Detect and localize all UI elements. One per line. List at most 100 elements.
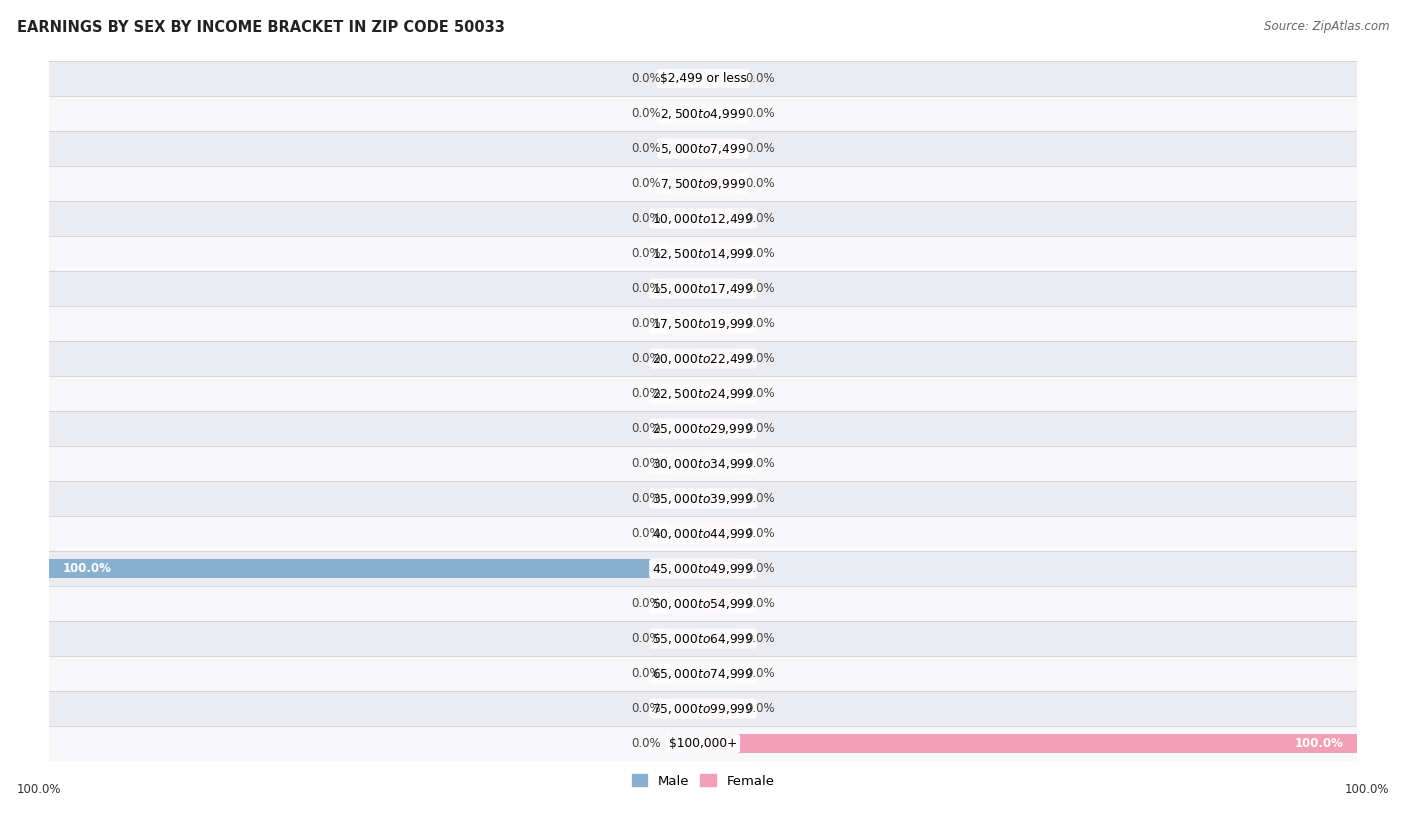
- Text: 0.0%: 0.0%: [745, 212, 775, 225]
- Text: 0.0%: 0.0%: [631, 702, 661, 715]
- Bar: [703, 314, 735, 333]
- Text: $50,000 to $54,999: $50,000 to $54,999: [652, 597, 754, 610]
- Bar: [703, 279, 735, 298]
- Bar: [671, 244, 703, 263]
- Text: 0.0%: 0.0%: [631, 177, 661, 190]
- Text: 0.0%: 0.0%: [631, 527, 661, 540]
- Bar: [671, 279, 703, 298]
- Bar: [671, 664, 703, 683]
- Bar: [671, 174, 703, 193]
- Bar: [17, 446, 1389, 481]
- Text: 0.0%: 0.0%: [631, 737, 661, 750]
- Text: 0.0%: 0.0%: [745, 702, 775, 715]
- Text: 0.0%: 0.0%: [745, 667, 775, 680]
- Bar: [703, 384, 735, 403]
- Text: $100,000+: $100,000+: [669, 737, 737, 750]
- Text: $15,000 to $17,499: $15,000 to $17,499: [652, 282, 754, 295]
- Bar: [17, 691, 1389, 726]
- Bar: [671, 384, 703, 403]
- Bar: [671, 454, 703, 473]
- Text: 0.0%: 0.0%: [745, 352, 775, 365]
- Bar: [703, 594, 735, 613]
- Bar: [17, 586, 1389, 621]
- Bar: [703, 419, 735, 438]
- Text: 0.0%: 0.0%: [745, 492, 775, 505]
- Bar: [17, 551, 1389, 586]
- Text: 100.0%: 100.0%: [62, 562, 111, 575]
- Text: $45,000 to $49,999: $45,000 to $49,999: [652, 562, 754, 575]
- Text: 0.0%: 0.0%: [631, 492, 661, 505]
- Text: $75,000 to $99,999: $75,000 to $99,999: [652, 702, 754, 716]
- Bar: [671, 349, 703, 368]
- Bar: [17, 61, 1389, 96]
- Text: $12,500 to $14,999: $12,500 to $14,999: [652, 247, 754, 260]
- Bar: [671, 734, 703, 753]
- Text: 0.0%: 0.0%: [745, 107, 775, 120]
- Text: $5,000 to $7,499: $5,000 to $7,499: [659, 142, 747, 155]
- Text: $55,000 to $64,999: $55,000 to $64,999: [652, 632, 754, 646]
- Text: 0.0%: 0.0%: [631, 142, 661, 155]
- Text: 0.0%: 0.0%: [631, 247, 661, 260]
- Bar: [671, 139, 703, 158]
- Text: 0.0%: 0.0%: [745, 247, 775, 260]
- Text: EARNINGS BY SEX BY INCOME BRACKET IN ZIP CODE 50033: EARNINGS BY SEX BY INCOME BRACKET IN ZIP…: [17, 20, 505, 35]
- Bar: [17, 656, 1389, 691]
- Text: 0.0%: 0.0%: [745, 632, 775, 645]
- Text: 0.0%: 0.0%: [745, 72, 775, 85]
- Bar: [671, 629, 703, 648]
- Bar: [703, 244, 735, 263]
- Bar: [703, 629, 735, 648]
- Bar: [17, 271, 1389, 306]
- Bar: [671, 209, 703, 228]
- Bar: [17, 726, 1389, 761]
- Bar: [703, 69, 735, 88]
- Bar: [49, 559, 703, 578]
- Text: 0.0%: 0.0%: [631, 667, 661, 680]
- Bar: [703, 139, 735, 158]
- Text: 0.0%: 0.0%: [631, 212, 661, 225]
- Bar: [671, 594, 703, 613]
- Bar: [17, 306, 1389, 341]
- Text: $17,500 to $19,999: $17,500 to $19,999: [652, 317, 754, 330]
- Legend: Male, Female: Male, Female: [626, 769, 780, 793]
- Text: 0.0%: 0.0%: [631, 457, 661, 470]
- Text: 0.0%: 0.0%: [631, 597, 661, 610]
- Text: 0.0%: 0.0%: [745, 387, 775, 400]
- Text: $22,500 to $24,999: $22,500 to $24,999: [652, 387, 754, 400]
- Text: $25,000 to $29,999: $25,000 to $29,999: [652, 422, 754, 435]
- Bar: [703, 664, 735, 683]
- Bar: [703, 209, 735, 228]
- Bar: [17, 131, 1389, 166]
- Text: 0.0%: 0.0%: [745, 317, 775, 330]
- Text: $2,499 or less: $2,499 or less: [659, 72, 747, 85]
- Text: 0.0%: 0.0%: [631, 72, 661, 85]
- Text: 0.0%: 0.0%: [631, 387, 661, 400]
- Text: 100.0%: 100.0%: [1344, 783, 1389, 796]
- Bar: [703, 349, 735, 368]
- Text: 0.0%: 0.0%: [745, 457, 775, 470]
- Bar: [17, 201, 1389, 236]
- Text: 0.0%: 0.0%: [631, 352, 661, 365]
- Text: 0.0%: 0.0%: [745, 142, 775, 155]
- Bar: [17, 411, 1389, 446]
- Text: 0.0%: 0.0%: [745, 597, 775, 610]
- Bar: [671, 489, 703, 508]
- Bar: [703, 734, 1357, 753]
- Text: $35,000 to $39,999: $35,000 to $39,999: [652, 492, 754, 505]
- Bar: [17, 516, 1389, 551]
- Bar: [703, 559, 735, 578]
- Bar: [17, 481, 1389, 516]
- Text: 0.0%: 0.0%: [745, 282, 775, 295]
- Bar: [17, 376, 1389, 411]
- Bar: [671, 699, 703, 718]
- Text: 0.0%: 0.0%: [631, 282, 661, 295]
- Bar: [671, 69, 703, 88]
- Text: $65,000 to $74,999: $65,000 to $74,999: [652, 667, 754, 681]
- Text: $20,000 to $22,499: $20,000 to $22,499: [652, 352, 754, 365]
- Text: $7,500 to $9,999: $7,500 to $9,999: [659, 177, 747, 190]
- Bar: [703, 104, 735, 123]
- Text: 0.0%: 0.0%: [745, 177, 775, 190]
- Bar: [17, 96, 1389, 131]
- Bar: [703, 699, 735, 718]
- Bar: [703, 524, 735, 543]
